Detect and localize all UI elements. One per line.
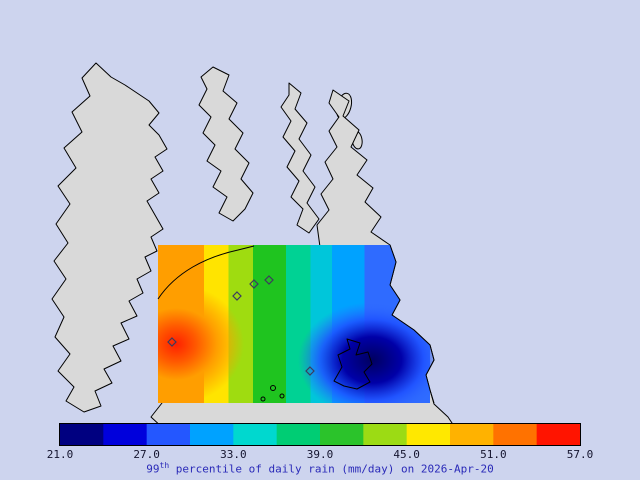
colorbar-tick-label: 39.0 [307,448,334,461]
colorbar: 21.0 27.0 33.0 39.0 45.0 51.0 57.0 [47,423,594,461]
colorbar-segments [60,424,581,445]
station-marker [305,366,315,376]
colorbar-tick-label: 45.0 [393,448,420,461]
colorbar-tick-label: 57.0 [567,448,594,461]
colorbar-segment [406,424,451,445]
station-marker [167,337,177,347]
colorbar-tick-label: 33.0 [220,448,247,461]
island-west [198,66,254,222]
station-marker [249,279,259,289]
island-east [280,82,320,234]
colorbar-segment [60,424,104,445]
colorbar-caption: 99th percentile of daily rain (mm/day) o… [0,461,640,476]
islet-icon [279,393,285,399]
victoria-coastline [333,338,373,390]
colorbar-segment [493,424,538,445]
colorbar-ticks: 21.0 27.0 33.0 39.0 45.0 51.0 57.0 [47,448,594,461]
station-marker [232,291,242,301]
colorbar-segment [103,424,148,445]
colorbar-segment [450,424,494,445]
colorbar-tick-label: 51.0 [480,448,507,461]
east-coastline [389,244,435,404]
colorbar-segment [233,424,278,445]
islet-icon [270,385,276,391]
contour-high-core [158,284,244,403]
colorbar-tick-label: 21.0 [47,448,74,461]
colorbar-segment [320,424,364,445]
colorbar-tick-label: 27.0 [133,448,160,461]
rain-contour-field [158,245,434,403]
caption-number: 99 [146,462,160,476]
islet-icon [260,396,266,402]
colorbar-segment [536,424,581,445]
station-marker [264,275,274,285]
colorbar-segment [146,424,191,445]
colorbar-segment [363,424,408,445]
caption-ordinal: th [159,461,170,470]
contour-low-core [298,302,434,403]
colorbar-border [59,423,581,446]
colorbar-segment [190,424,234,445]
landmass-west [51,62,168,413]
inlet-coastline [157,245,255,300]
colorbar-segment [276,424,321,445]
caption-text: percentile of daily rain (mm/day) on 202… [169,462,494,476]
station-markers [167,275,315,376]
